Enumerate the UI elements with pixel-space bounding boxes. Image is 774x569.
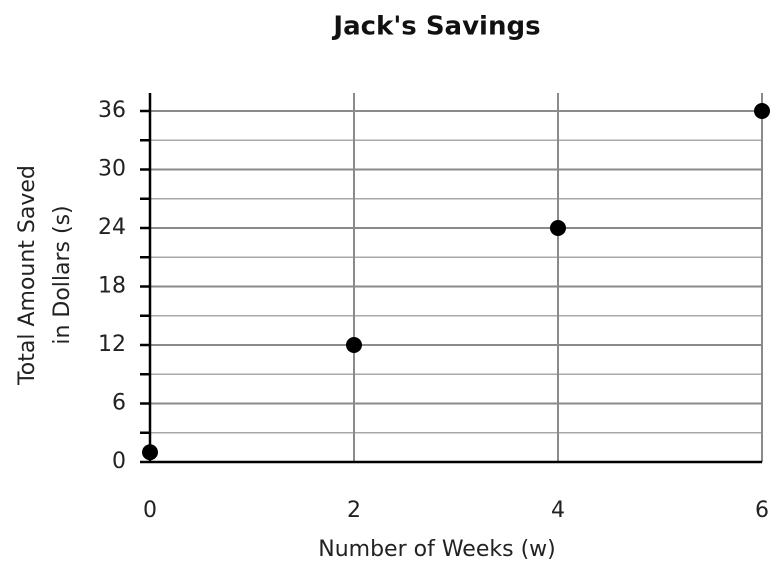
x-axis-label: Number of Weeks (w)	[318, 537, 555, 562]
y-tick-label: 18	[98, 274, 126, 299]
point	[142, 444, 158, 461]
y-tick-label: 12	[98, 332, 126, 357]
point	[550, 220, 566, 236]
point	[346, 337, 362, 353]
y-tick-label: 6	[112, 391, 126, 416]
y-axis-label: Total Amount Saved in Dollars (s)	[15, 165, 75, 386]
y-tick-label: 36	[98, 98, 126, 123]
y-axis-label-line: in Dollars (s)	[50, 205, 75, 344]
y-axis-label-line: Total Amount Saved	[15, 165, 40, 386]
point	[754, 103, 770, 119]
x-tick-label: 4	[551, 498, 565, 523]
chart-title: Jack's Savings	[331, 12, 540, 42]
y-tick-label: 0	[112, 449, 126, 474]
x-tick-label: 2	[347, 498, 361, 523]
y-tick-label: 24	[98, 215, 126, 240]
x-tick-label: 6	[755, 498, 769, 523]
x-tick-label: 0	[143, 498, 157, 523]
y-tick-label: 30	[98, 157, 126, 182]
